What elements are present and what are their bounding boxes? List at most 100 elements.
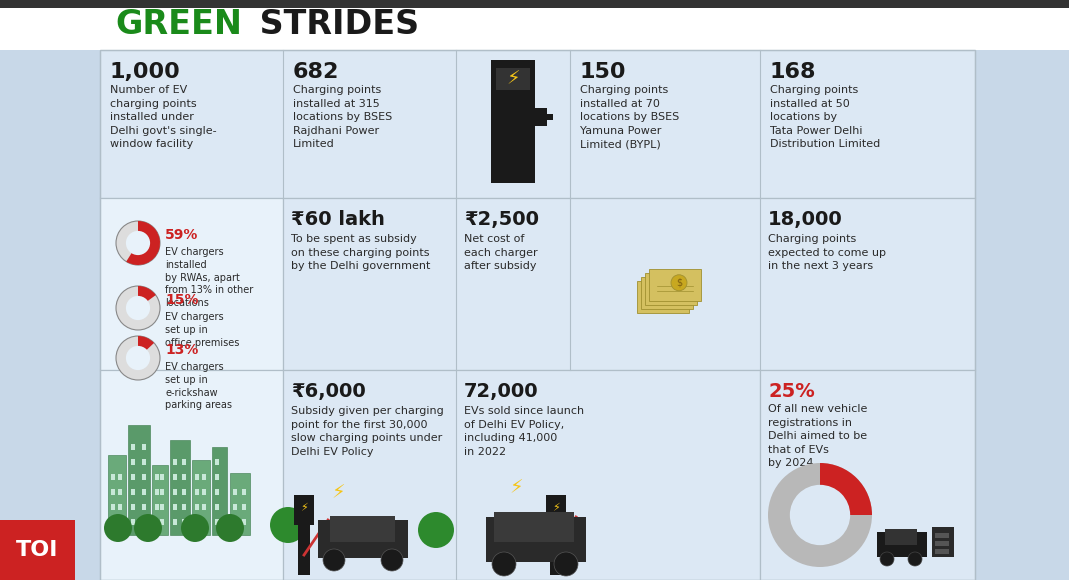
Wedge shape	[138, 286, 156, 308]
Bar	[877, 532, 927, 557]
Bar	[202, 504, 206, 510]
Bar	[160, 489, 164, 495]
Bar	[128, 425, 150, 535]
Bar	[131, 459, 135, 465]
Circle shape	[381, 549, 403, 571]
Bar	[330, 516, 396, 542]
Text: EV chargers
installed
by RWAs, apart
from 13% in other
locations: EV chargers installed by RWAs, apart fro…	[165, 247, 253, 308]
Bar	[118, 474, 122, 480]
Text: TOI: TOI	[16, 540, 58, 560]
Bar	[932, 527, 954, 557]
Bar	[0, 0, 1069, 8]
Circle shape	[768, 463, 872, 567]
Bar	[173, 519, 177, 525]
Text: ⚡: ⚡	[506, 70, 520, 89]
Circle shape	[418, 512, 454, 548]
Bar	[202, 519, 206, 525]
Bar	[935, 541, 949, 546]
Text: Number of EV
charging points
installed under
Delhi govt's single-
window facilit: Number of EV charging points installed u…	[110, 85, 217, 150]
Bar	[202, 474, 206, 480]
Bar	[202, 489, 206, 495]
Text: 168: 168	[770, 62, 817, 82]
Bar	[108, 455, 126, 535]
Bar	[637, 281, 690, 313]
Circle shape	[492, 552, 516, 576]
Text: EV chargers
set up in
e-rickshaw
parking areas: EV chargers set up in e-rickshaw parking…	[165, 362, 232, 411]
Circle shape	[126, 346, 150, 370]
Bar	[182, 519, 186, 525]
Bar	[760, 370, 975, 580]
Bar	[111, 474, 115, 480]
Bar	[496, 68, 530, 90]
Circle shape	[270, 507, 306, 543]
Bar	[155, 489, 159, 495]
Bar	[233, 504, 237, 510]
Bar	[294, 495, 314, 525]
Bar	[230, 473, 250, 535]
Bar	[215, 489, 219, 495]
Bar	[195, 489, 199, 495]
Bar	[100, 370, 283, 580]
Bar	[242, 489, 246, 495]
Bar	[534, 108, 547, 126]
Text: 682: 682	[293, 62, 339, 82]
Bar	[491, 60, 534, 183]
Bar	[173, 459, 177, 465]
Bar	[298, 495, 310, 575]
Text: Charging points
installed at 50
locations by
Tata Power Delhi
Distribution Limit: Charging points installed at 50 location…	[770, 85, 880, 150]
Text: $: $	[676, 278, 682, 288]
Bar	[118, 504, 122, 510]
Bar	[645, 273, 697, 304]
Circle shape	[126, 231, 150, 255]
Bar	[641, 277, 693, 309]
Bar	[182, 504, 186, 510]
Bar	[100, 198, 283, 370]
Bar	[170, 440, 190, 535]
Bar	[160, 504, 164, 510]
Text: STRIDES: STRIDES	[248, 9, 419, 42]
Bar	[192, 460, 210, 535]
Bar	[885, 529, 917, 545]
Bar	[0, 0, 1069, 50]
Bar	[182, 489, 186, 495]
Circle shape	[117, 286, 160, 330]
Circle shape	[323, 549, 345, 571]
Circle shape	[134, 514, 162, 542]
Text: 25%: 25%	[768, 382, 815, 401]
Bar	[283, 370, 760, 580]
Bar	[494, 512, 574, 542]
Bar	[215, 474, 219, 480]
Bar	[317, 520, 408, 558]
Bar	[118, 489, 122, 495]
Wedge shape	[138, 336, 154, 358]
Bar	[131, 519, 135, 525]
Bar	[195, 474, 199, 480]
Circle shape	[216, 514, 244, 542]
Bar	[182, 474, 186, 480]
Bar	[142, 474, 146, 480]
Circle shape	[117, 336, 160, 380]
Text: ₹2,500: ₹2,500	[464, 210, 539, 229]
Bar	[173, 474, 177, 480]
Bar	[160, 474, 164, 480]
Text: 72,000: 72,000	[464, 382, 539, 401]
Bar	[549, 495, 562, 575]
Bar	[935, 549, 949, 554]
Bar	[283, 198, 975, 370]
Circle shape	[104, 514, 131, 542]
Bar	[545, 114, 553, 120]
Bar	[173, 504, 177, 510]
Bar	[195, 504, 199, 510]
Circle shape	[181, 514, 210, 542]
Text: Charging points
expected to come up
in the next 3 years: Charging points expected to come up in t…	[768, 234, 886, 271]
Text: 150: 150	[580, 62, 626, 82]
Bar	[155, 519, 159, 525]
Wedge shape	[126, 221, 160, 265]
Bar	[142, 519, 146, 525]
Text: ₹6,000: ₹6,000	[291, 382, 366, 401]
Text: Net cost of
each charger
after subsidy: Net cost of each charger after subsidy	[464, 234, 538, 271]
Text: 13%: 13%	[165, 343, 199, 357]
Circle shape	[117, 221, 160, 265]
Bar	[195, 519, 199, 525]
Circle shape	[671, 275, 687, 291]
